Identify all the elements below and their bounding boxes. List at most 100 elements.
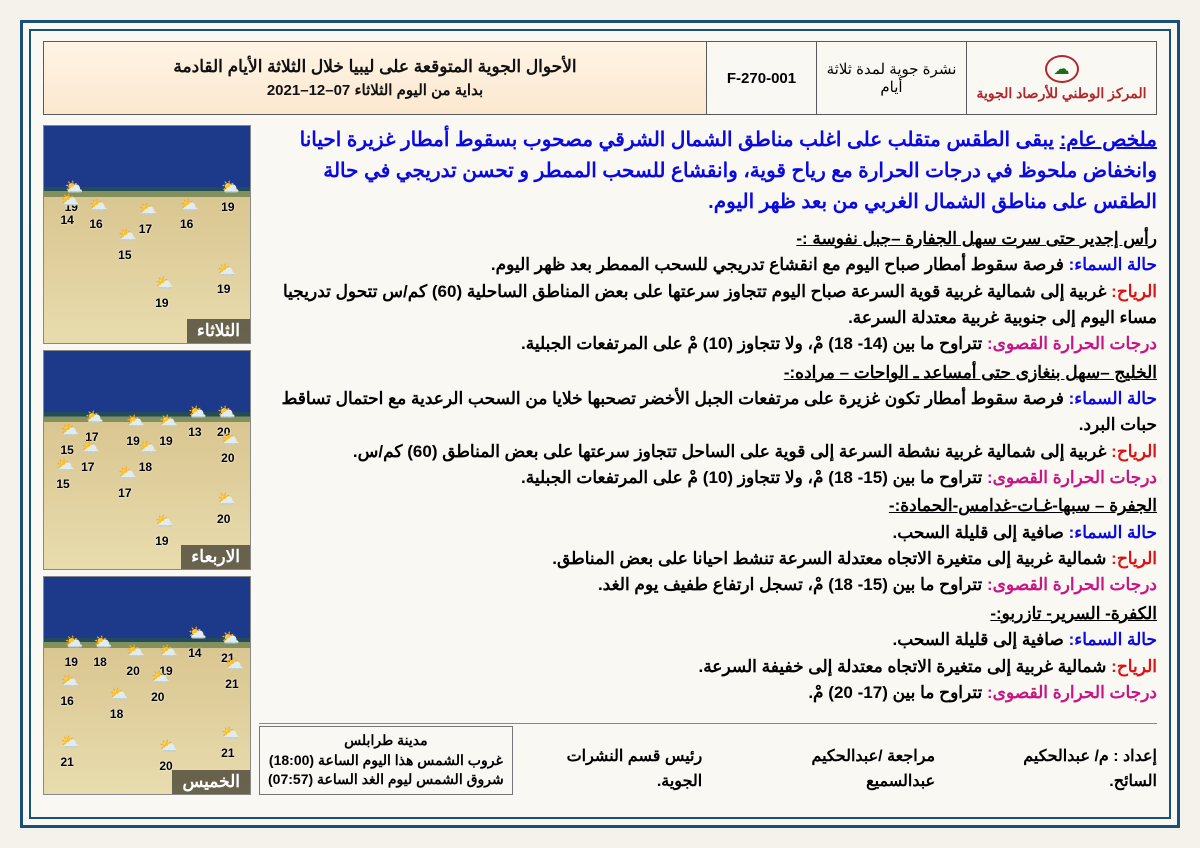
footer: إعداد : م/ عبدالحكيم السائح. مراجعة /عبد… (259, 723, 1157, 795)
map-temp: 21 (221, 746, 234, 760)
weather-icon: ⛅ (217, 490, 236, 508)
map-card: 19⛅19⛅16⛅17⛅16⛅14⛅15⛅19⛅19⛅الثلاثاء (43, 125, 251, 344)
map-temp: 19 (155, 534, 168, 548)
region-wind: الرياح: شمالية غربية إلى متغيرة الاتجاه … (259, 546, 1157, 572)
weather-icon: ⛅ (159, 412, 178, 430)
map-temp: 17 (139, 222, 152, 236)
map-temp: 18 (139, 460, 152, 474)
map-temp: 16 (89, 217, 102, 231)
inner-frame: ☁ المركز الوطني للأرصاد الجوية نشرة جوية… (29, 29, 1171, 819)
sunset: غروب الشمس هذا اليوم الساعة (18:00) (268, 751, 504, 771)
weather-icon: ⛅ (118, 226, 137, 244)
map-temp: 20 (217, 512, 230, 526)
map-temp: 20 (221, 451, 234, 465)
map-temp: 15 (56, 477, 69, 491)
map-temp: 19 (159, 434, 172, 448)
reviewer: مراجعة /عبدالحكيم عبدالسميع (742, 745, 935, 795)
author: إعداد : م/ عبدالحكيم السائح. (975, 745, 1157, 795)
weather-icon: ⛅ (60, 191, 79, 209)
region-temp: درجات الحرارة القصوى: تتراوح ما بين (15-… (259, 465, 1157, 491)
weather-icon: ⛅ (221, 430, 240, 448)
map-temp: 13 (188, 425, 201, 439)
sun-times: مدينة طرابلس غروب الشمس هذا اليوم الساعة… (259, 726, 513, 795)
weather-icon: ⛅ (139, 200, 158, 218)
region-sky: حالة السماء: فرصة سقوط أمطار صباح اليوم … (259, 252, 1157, 278)
weather-icon: ⛅ (217, 261, 236, 279)
region-temp: درجات الحرارة القصوى: تتراوح ما بين (14-… (259, 331, 1157, 357)
map-temp: 21 (225, 677, 238, 691)
map-temp: 21 (60, 755, 73, 769)
body: ملخص عام: يبقى الطقس متقلب على اغلب مناط… (43, 125, 1157, 795)
region-wind: الرياح: شمالية غربية إلى متغيرة الاتجاه … (259, 654, 1157, 680)
form-code: F-270-001 (706, 42, 816, 114)
header-strip: ☁ المركز الوطني للأرصاد الجوية نشرة جوية… (43, 41, 1157, 115)
map-card: 20⛅13⛅19⛅19⛅17⛅15⛅20⛅18⛅17⛅15⛅17⛅19⛅20⛅ا… (43, 350, 251, 569)
summary: ملخص عام: يبقى الطقس متقلب على اغلب مناط… (259, 125, 1157, 218)
weather-icon: ⛅ (65, 633, 84, 651)
region-head: الجفرة – سبها-غـات-غدامس-الحمادة:- (259, 493, 1157, 519)
weather-icon: ⛅ (180, 196, 199, 214)
title-line1: الأحوال الجوية المتوقعة على ليبيا خلال ا… (173, 57, 576, 77)
weather-icon: ⛅ (93, 633, 112, 651)
map-temp: 14 (188, 646, 201, 660)
sun-city: مدينة طرابلس (268, 731, 504, 751)
map-temp: 18 (93, 655, 106, 669)
map-temp: 17 (81, 460, 94, 474)
sunrise: شروق الشمس ليوم الغد الساعة (07:57) (268, 770, 504, 790)
region-head: رأس إجدير حتى سرت سهل الجفارة –جبل نفوسة… (259, 226, 1157, 252)
weather-icon: ⛅ (139, 438, 158, 456)
map-temp: 19 (155, 296, 168, 310)
map-temp: 15 (118, 248, 131, 262)
title-line2: بداية من اليوم الثلاثاء 07–12–2021 (267, 81, 483, 99)
day-label: الاربعاء (181, 545, 250, 569)
map-temp: 15 (60, 443, 73, 457)
weather-icon: ⛅ (159, 737, 178, 755)
region-temp: درجات الحرارة القصوى: تتراوح ما بين (17-… (259, 680, 1157, 706)
weather-icon: ⛅ (188, 624, 207, 642)
chief: رئيس قسم النشرات الجوية. (521, 745, 703, 795)
weather-icon: ⛅ (221, 629, 240, 647)
forecast-text: ملخص عام: يبقى الطقس متقلب على اغلب مناط… (259, 125, 1157, 795)
map-temp: 20 (151, 690, 164, 704)
weather-icon: ⛅ (126, 642, 145, 660)
weather-icon: ⛅ (56, 456, 75, 474)
region-head: الخليج –سهل بنغازى حتى أمساعد ـ الواحات … (259, 360, 1157, 386)
weather-icon: ⛅ (89, 196, 108, 214)
region-wind: الرياح: غربية إلى شمالية غربية قوية السر… (259, 279, 1157, 332)
map-temp: 19 (217, 282, 230, 296)
title-cell: الأحوال الجوية المتوقعة على ليبيا خلال ا… (44, 42, 706, 114)
weather-icon: ⛅ (151, 668, 170, 686)
weather-icon: ⛅ (60, 733, 79, 751)
weather-icon: ⛅ (85, 408, 104, 426)
day-label: الخميس (172, 770, 250, 794)
region-sky: حالة السماء: صافية إلى قليلة السحب. (259, 627, 1157, 653)
map-temp: 16 (60, 694, 73, 708)
summary-text: يبقى الطقس متقلب على اغلب مناطق الشمال ا… (300, 129, 1157, 213)
maps-column: 19⛅19⛅16⛅17⛅16⛅14⛅15⛅19⛅19⛅الثلاثاء20⛅13… (43, 125, 251, 795)
region-sky: حالة السماء: صافية إلى قليلة السحب. (259, 520, 1157, 546)
region-temp: درجات الحرارة القصوى: تتراوح ما بين (15-… (259, 572, 1157, 598)
map-card: 21⛅14⛅19⛅20⛅18⛅19⛅21⛅20⛅18⛅16⛅20⛅21⛅21⛅ا… (43, 576, 251, 795)
weather-icon: ⛅ (81, 438, 100, 456)
weather-icon: ⛅ (126, 412, 145, 430)
weather-icon: ⛅ (221, 724, 240, 742)
org-logo-icon: ☁ (1045, 55, 1079, 83)
weather-icon: ⛅ (118, 464, 137, 482)
map-temp: 19 (65, 655, 78, 669)
map-temp: 19 (221, 200, 234, 214)
map-temp: 16 (180, 217, 193, 231)
map-temp: 20 (126, 664, 139, 678)
map-temp: 17 (118, 486, 131, 500)
map-temp: 14 (60, 213, 73, 227)
summary-label: ملخص عام: (1060, 129, 1157, 151)
map-temp: 20 (159, 759, 172, 773)
map-temp: 18 (110, 707, 123, 721)
weather-icon: ⛅ (60, 672, 79, 690)
day-label: الثلاثاء (187, 319, 250, 343)
weather-icon: ⛅ (60, 421, 79, 439)
org-cell: ☁ المركز الوطني للأرصاد الجوية (966, 42, 1156, 114)
weather-icon: ⛅ (217, 403, 236, 421)
weather-icon: ⛅ (155, 274, 174, 292)
weather-icon: ⛅ (225, 655, 244, 673)
weather-icon: ⛅ (221, 178, 240, 196)
